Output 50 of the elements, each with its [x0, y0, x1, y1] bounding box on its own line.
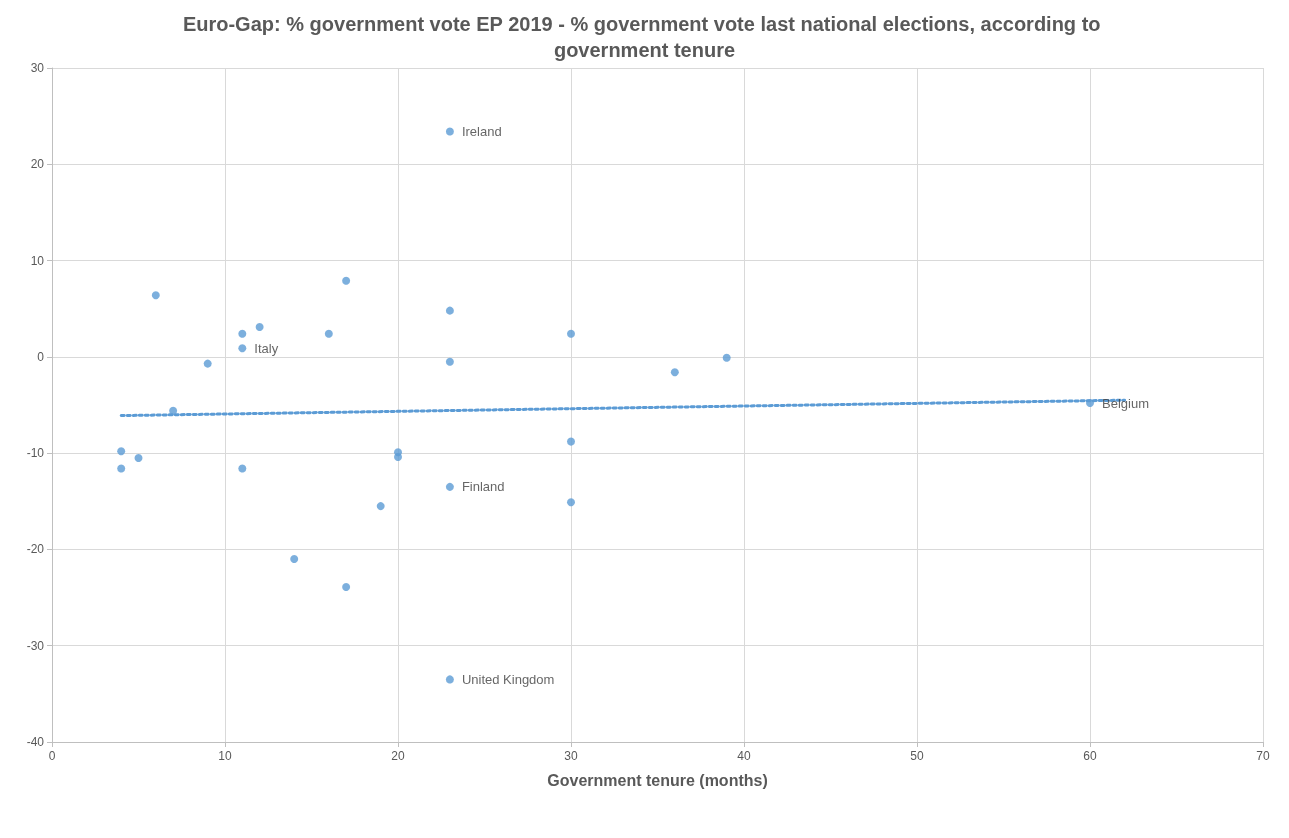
point: [445, 482, 454, 491]
point: [670, 368, 679, 377]
x-tick-label: 20: [391, 749, 405, 763]
point: [445, 306, 454, 315]
point: [117, 447, 126, 456]
point: [238, 464, 247, 473]
point: [1086, 399, 1094, 408]
y-tick-label: 0: [37, 349, 45, 364]
x-tick-label: 40: [737, 749, 751, 763]
point: [290, 555, 299, 564]
point: [342, 276, 351, 285]
y-tick-label: -40: [26, 735, 45, 749]
point: [445, 127, 454, 136]
point: [169, 406, 178, 415]
point: [445, 675, 454, 684]
data-label: United Kingdom: [461, 671, 555, 687]
point: [394, 453, 402, 461]
y-tick-label: -20: [26, 542, 45, 557]
point: [324, 329, 333, 338]
data-label: Italy: [254, 340, 279, 356]
y-tick-label: -10: [26, 446, 45, 461]
data-label: Finland: [461, 479, 505, 495]
point: [134, 453, 143, 462]
y-tick-label: 10: [30, 253, 45, 268]
data-label: Ireland: [461, 124, 502, 140]
x-tick-label: 0: [48, 749, 56, 763]
point: [238, 344, 247, 353]
y-tick-label: -30: [26, 638, 45, 653]
x-tick-label: 60: [1083, 749, 1097, 763]
point: [342, 582, 351, 591]
x-tick-label: 10: [218, 749, 232, 763]
point: [238, 329, 247, 338]
point: [117, 464, 126, 473]
y-tick-label: 20: [30, 157, 45, 172]
data-label: Belgium: [1102, 395, 1149, 411]
x-axis-title: Government tenure (months): [547, 771, 768, 789]
y-tick-label: 30: [30, 61, 45, 75]
chart-title: Euro-Gap: % government vote EP 2019 - % government vote last national elections, according to government tenure: [182, 13, 1107, 61]
x-tick-label: 50: [910, 749, 924, 763]
point: [203, 359, 212, 368]
point: [376, 502, 385, 511]
point: [567, 437, 575, 446]
point: [722, 353, 731, 362]
point: [567, 498, 575, 507]
x-tick-label: 30: [564, 749, 578, 763]
point: [445, 357, 454, 366]
point: [255, 323, 264, 332]
x-tick-label: 70: [1256, 749, 1270, 763]
point: [567, 329, 575, 338]
point: [151, 291, 160, 300]
